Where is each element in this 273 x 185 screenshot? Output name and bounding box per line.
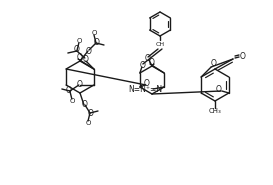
- Text: O: O: [216, 85, 222, 93]
- Text: O: O: [140, 60, 146, 70]
- Text: O: O: [94, 38, 100, 46]
- Text: O: O: [91, 30, 97, 36]
- Text: O: O: [83, 55, 89, 63]
- Text: O: O: [149, 58, 155, 66]
- Text: O: O: [77, 80, 83, 88]
- Text: O: O: [210, 58, 216, 68]
- Text: O: O: [88, 108, 94, 117]
- Text: O: O: [144, 78, 150, 88]
- Text: CH₃: CH₃: [209, 108, 221, 114]
- Text: O: O: [74, 45, 80, 53]
- Text: O: O: [77, 53, 83, 61]
- Text: O: O: [82, 100, 88, 108]
- Text: CH: CH: [155, 41, 165, 46]
- Text: O: O: [145, 53, 151, 63]
- Text: O: O: [76, 38, 82, 44]
- Text: N=N⁺=N: N=N⁺=N: [128, 85, 162, 93]
- Text: O: O: [86, 46, 92, 56]
- Text: O: O: [66, 85, 72, 95]
- Text: O: O: [240, 51, 246, 60]
- Text: O: O: [85, 120, 91, 126]
- Text: O: O: [69, 98, 75, 104]
